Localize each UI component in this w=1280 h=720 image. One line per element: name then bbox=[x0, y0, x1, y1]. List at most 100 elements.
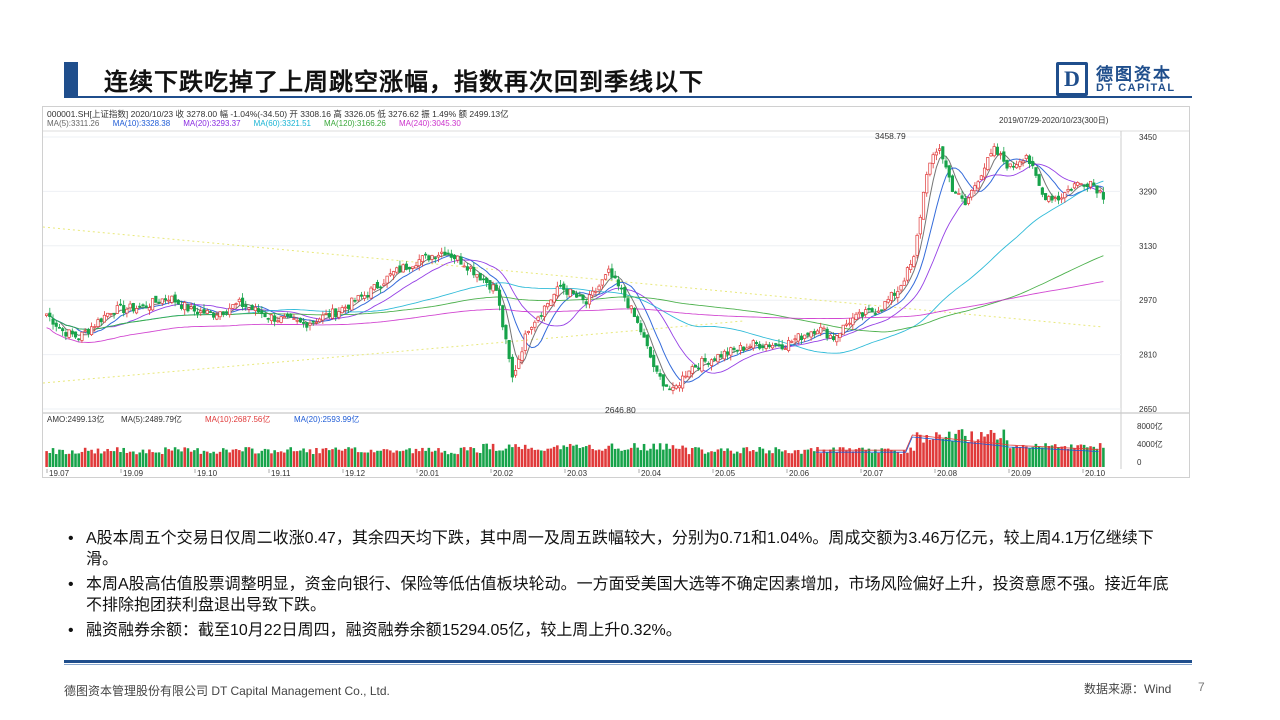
candle-body bbox=[674, 385, 678, 389]
volume-bar bbox=[1082, 444, 1086, 467]
candle-body bbox=[1063, 192, 1067, 199]
candle-body bbox=[353, 299, 357, 302]
candle-body bbox=[173, 294, 177, 303]
volume-bar bbox=[523, 444, 527, 467]
volume-bar bbox=[543, 450, 546, 467]
logo-mark-icon: D bbox=[1056, 62, 1088, 96]
volume-bar bbox=[125, 452, 129, 467]
candle-body bbox=[192, 305, 196, 312]
volume-tick-label: 0 bbox=[1137, 458, 1142, 467]
candle-body bbox=[90, 326, 94, 336]
volume-bar bbox=[790, 453, 794, 467]
bullet-margin-balance: 融资融券余额：截至10月22日周四，融资融券余额15294.05亿，较上周上升0… bbox=[66, 620, 1176, 641]
volume-bar bbox=[848, 448, 851, 467]
volume-bar bbox=[735, 451, 739, 467]
volume-bar bbox=[177, 449, 180, 467]
volume-bar bbox=[456, 454, 460, 467]
candle-body bbox=[1079, 182, 1083, 185]
price-tick-label: 3130 bbox=[1139, 242, 1157, 251]
volume-bar bbox=[970, 431, 973, 467]
candle-body bbox=[61, 328, 65, 332]
high-annotation: 3458.79 bbox=[875, 131, 906, 141]
candle-body bbox=[738, 344, 742, 351]
volume-ma-line bbox=[815, 436, 1099, 453]
company-logo: D 德图资本 DT CAPITAL bbox=[1056, 60, 1186, 96]
candle-body bbox=[427, 255, 431, 261]
volume-bar bbox=[546, 448, 549, 467]
volume-bar bbox=[854, 449, 858, 467]
volume-bar bbox=[649, 448, 652, 467]
volume-bar bbox=[787, 453, 790, 467]
footer-rule bbox=[64, 660, 1192, 663]
candle-body bbox=[1031, 161, 1035, 167]
candle-body bbox=[905, 267, 910, 281]
volume-bar bbox=[1066, 448, 1070, 467]
volume-bar bbox=[880, 448, 884, 467]
volume-bar bbox=[899, 453, 903, 467]
candle-body bbox=[751, 340, 755, 349]
volume-bar bbox=[173, 447, 177, 467]
volume-bar bbox=[360, 452, 363, 467]
candle-body bbox=[462, 265, 466, 268]
volume-bar bbox=[180, 451, 183, 467]
volume-bar bbox=[135, 454, 138, 467]
volume-bar bbox=[234, 449, 238, 467]
candle-body bbox=[404, 263, 408, 270]
volume-bar bbox=[286, 449, 289, 467]
candle-body bbox=[208, 311, 212, 313]
candle-body bbox=[603, 274, 608, 280]
volume-bar bbox=[1021, 444, 1025, 467]
volume-bar bbox=[1089, 446, 1092, 467]
candle-body bbox=[745, 347, 749, 350]
candle-body bbox=[542, 305, 547, 317]
volume-bar bbox=[678, 448, 681, 467]
volume-bar bbox=[221, 448, 225, 467]
candle-body bbox=[526, 331, 530, 334]
candle-body bbox=[886, 299, 890, 303]
x-tick-label: 20.06 bbox=[789, 469, 810, 477]
volume-bar bbox=[327, 450, 331, 467]
volume-bar bbox=[703, 453, 707, 467]
price-tick-label: 2810 bbox=[1139, 351, 1157, 360]
volume-bar bbox=[745, 447, 749, 467]
candle-body bbox=[340, 307, 344, 314]
volume-bar bbox=[938, 434, 941, 467]
volume-bar bbox=[115, 447, 119, 467]
volume-bar bbox=[520, 449, 524, 467]
x-tick-label: 20.03 bbox=[567, 469, 588, 477]
price-tick-label: 3290 bbox=[1139, 187, 1157, 196]
volume-bar bbox=[742, 447, 745, 467]
candle-body bbox=[237, 298, 241, 303]
candle-body bbox=[536, 316, 540, 321]
candle-body bbox=[167, 299, 171, 302]
volume-bar bbox=[980, 432, 983, 467]
volume-bar bbox=[311, 454, 315, 467]
volume-bar bbox=[67, 453, 71, 467]
volume-bar bbox=[462, 447, 466, 467]
candle-body bbox=[1044, 193, 1048, 201]
candle-body bbox=[591, 290, 595, 296]
volume-bar bbox=[671, 445, 675, 467]
volume-bar bbox=[668, 448, 672, 467]
candle-body bbox=[819, 326, 823, 334]
candle-body bbox=[491, 284, 495, 292]
candle-body bbox=[99, 318, 103, 323]
volume-bar bbox=[1086, 447, 1089, 467]
candle-body bbox=[947, 165, 951, 178]
volume-bar bbox=[289, 447, 293, 467]
volume-bar bbox=[308, 449, 312, 467]
candle-body bbox=[851, 317, 855, 326]
volume-bar bbox=[350, 448, 354, 467]
volume-bar bbox=[299, 450, 302, 467]
candle-body bbox=[597, 285, 601, 291]
volume-bar bbox=[584, 446, 588, 467]
low-annotation: 2646.80 bbox=[605, 405, 636, 415]
volume-bar bbox=[276, 452, 280, 467]
candle-body bbox=[375, 281, 380, 289]
volume-bar bbox=[1018, 446, 1022, 467]
volume-bar bbox=[372, 452, 376, 467]
candle-body bbox=[465, 266, 469, 271]
volume-bar bbox=[838, 447, 842, 467]
candle-body bbox=[767, 344, 771, 348]
volume-bar bbox=[575, 444, 578, 467]
